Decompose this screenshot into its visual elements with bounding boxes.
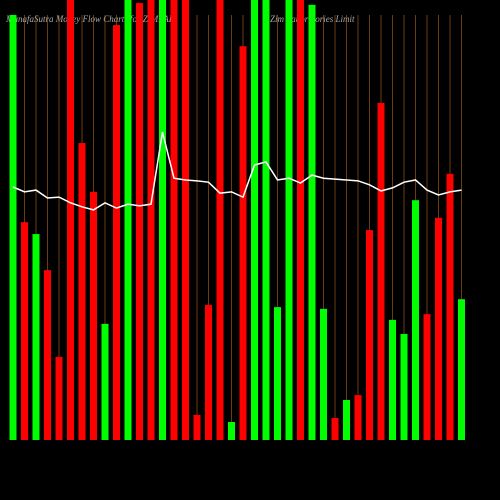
- bar: [274, 307, 281, 440]
- bar: [216, 0, 224, 440]
- bar: [113, 25, 120, 441]
- bar: [147, 0, 155, 440]
- money-flow-line: [12, 131, 462, 211]
- bar: [159, 0, 166, 440]
- bar: [124, 0, 132, 440]
- bar: [67, 0, 74, 440]
- bar: [412, 200, 419, 440]
- bar: [90, 191, 97, 440]
- bar: [32, 234, 40, 440]
- bar: [182, 0, 189, 440]
- bar: [9, 14, 17, 441]
- chart-title: MunafaSutra Money Flow Charts for ZIMLAB: [5, 14, 175, 24]
- bar: [308, 4, 316, 441]
- bar: [205, 304, 212, 440]
- bar: [354, 395, 362, 440]
- bar: [228, 421, 235, 440]
- bar: [389, 319, 396, 440]
- bar: [78, 143, 86, 440]
- bar: [297, 0, 304, 440]
- bar: [262, 0, 270, 440]
- bar: [320, 308, 327, 440]
- bar: [136, 3, 143, 441]
- bar: [21, 222, 28, 440]
- bar: [400, 333, 408, 440]
- bar: [55, 356, 63, 440]
- bar: [239, 46, 247, 440]
- bar: [331, 418, 339, 440]
- bar: [170, 0, 178, 440]
- bar: [193, 414, 201, 440]
- bar: [251, 0, 258, 440]
- bar: [458, 299, 465, 440]
- bar: [101, 323, 109, 440]
- bar: [285, 0, 293, 440]
- bar: [377, 102, 385, 441]
- bar: [44, 270, 51, 440]
- bar: [423, 314, 431, 440]
- bar: [343, 399, 350, 440]
- bar: [435, 217, 442, 440]
- bar: [446, 173, 454, 441]
- bar: [366, 230, 373, 440]
